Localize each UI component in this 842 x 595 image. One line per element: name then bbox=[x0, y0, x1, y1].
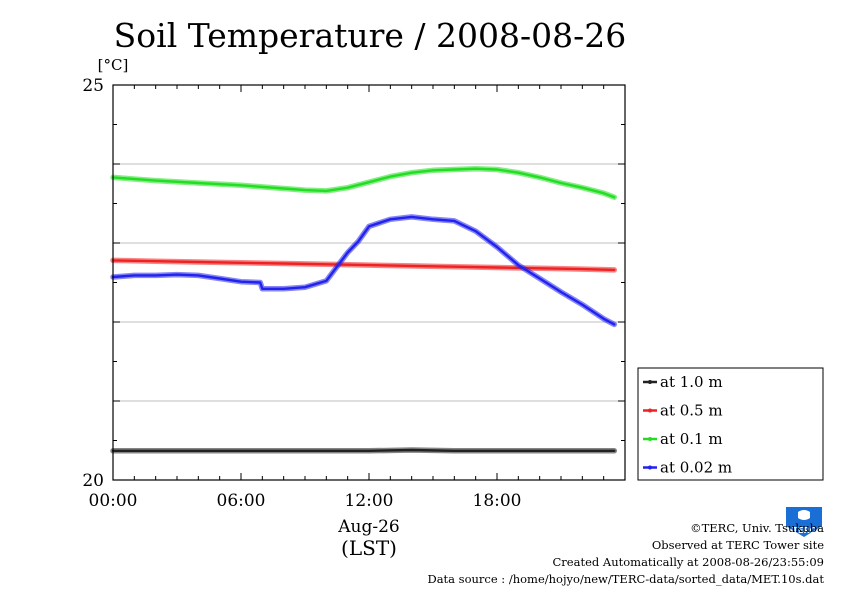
logo-shield-icon bbox=[786, 507, 822, 537]
legend-marker-3 bbox=[648, 465, 652, 470]
y-tick-label: 25 bbox=[82, 76, 104, 96]
terc-logo: TERC bbox=[784, 505, 824, 539]
gridlines bbox=[113, 163, 625, 402]
logo-text: TERC bbox=[793, 526, 816, 535]
series-layer bbox=[110, 165, 618, 454]
plot-area bbox=[113, 85, 625, 480]
legend: at 1.0 m at 0.5 m at 0.1 m at 0.02 m bbox=[637, 367, 824, 481]
legend-marker-0 bbox=[648, 380, 652, 384]
footer-data-source: Data source : /home/hojyo/new/TERC-data/… bbox=[427, 572, 824, 586]
x-tick-label: 00:00 bbox=[89, 491, 138, 511]
axis-ticks bbox=[112, 84, 626, 481]
series-line-2 bbox=[111, 167, 616, 199]
series-line-1 bbox=[111, 259, 616, 272]
footer-created: Created Automatically at 2008-08-26/23:5… bbox=[552, 555, 825, 569]
y-axis-unit-label: [°C] bbox=[98, 56, 129, 74]
legend-label-3: at 0.02 m bbox=[660, 459, 732, 477]
legend-label-0: at 1.0 m bbox=[660, 373, 723, 391]
y-tick-label: 20 bbox=[82, 471, 104, 491]
x-axis-date-label: Aug-26 bbox=[337, 517, 399, 537]
legend-box bbox=[637, 367, 824, 481]
axis-tick-labels: 00:00 06:00 12:00 18:00 20 25 bbox=[82, 76, 521, 511]
legend-label-2: at 0.1 m bbox=[660, 430, 723, 448]
x-tick-label: 12:00 bbox=[345, 491, 394, 511]
x-tick-label: 06:00 bbox=[217, 491, 266, 511]
legend-marker-2 bbox=[648, 437, 652, 441]
footer-copyright: ©TERC, Univ. Tsukuba bbox=[690, 521, 824, 535]
series-line-0 bbox=[111, 448, 616, 452]
footer-observed: Observed at TERC Tower site bbox=[651, 538, 824, 552]
legend-label-1: at 0.5 m bbox=[660, 402, 723, 420]
x-axis-timezone-label: (LST) bbox=[341, 536, 397, 560]
series-line-3 bbox=[111, 215, 616, 326]
legend-marker-1 bbox=[648, 408, 652, 413]
chart-title: Soil Temperature / 2008-08-26 bbox=[114, 16, 627, 55]
x-tick-label: 18:00 bbox=[473, 491, 522, 511]
logo-drop-icon bbox=[798, 510, 810, 520]
